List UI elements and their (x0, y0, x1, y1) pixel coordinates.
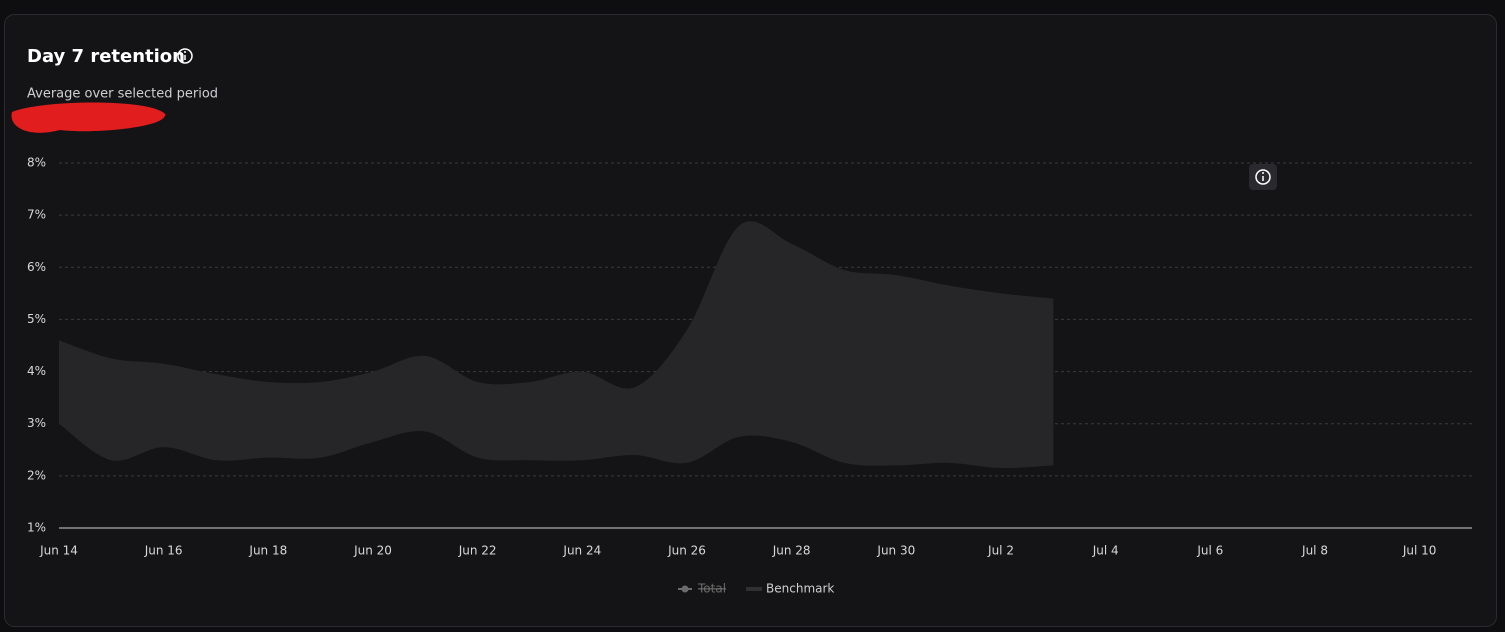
x-tick-label: Jun 14 (39, 544, 78, 558)
x-tick-label: Jun 18 (248, 544, 287, 558)
x-tick-label: Jun 16 (144, 544, 183, 558)
x-tick-label: Jun 28 (772, 544, 811, 558)
info-icon[interactable] (177, 48, 193, 64)
y-tick-label: 6% (27, 260, 46, 274)
legend-swatch (681, 585, 689, 593)
x-tick-label: Jul 10 (1402, 544, 1437, 558)
x-tick-label: Jul 6 (1196, 544, 1223, 558)
legend-swatch (746, 587, 763, 591)
x-tick-label: Jun 26 (667, 544, 706, 558)
x-tick-label: Jun 20 (353, 544, 392, 558)
chart-title: Day 7 retention (27, 46, 185, 67)
redaction (11, 102, 166, 133)
x-tick-label: Jul 4 (1092, 544, 1119, 558)
y-tick-label: 7% (27, 208, 46, 222)
legend: Total Benchmark (678, 582, 834, 596)
x-tick-label: Jun 22 (458, 544, 497, 558)
y-tick-label: 1% (27, 521, 46, 535)
legend-item[interactable]: Total (678, 582, 726, 596)
y-tick-label: 5% (27, 312, 46, 326)
x-tick-label: Jul 8 (1301, 544, 1328, 558)
legend-label: Total (697, 582, 726, 596)
legend-item[interactable]: Benchmark (746, 582, 834, 596)
y-tick-label: 8% (27, 156, 46, 170)
x-tick-label: Jun 30 (876, 544, 915, 558)
x-tick-label: Jun 24 (562, 544, 601, 558)
chart-subtitle: Average over selected period (27, 87, 218, 102)
legend-label: Benchmark (766, 582, 834, 596)
y-tick-label: 4% (27, 364, 46, 378)
x-tick-label: Jul 2 (987, 544, 1014, 558)
y-tick-label: 2% (27, 468, 46, 482)
y-tick-label: 3% (27, 416, 46, 430)
info-button[interactable] (1249, 164, 1277, 190)
benchmark-band (59, 221, 1054, 469)
